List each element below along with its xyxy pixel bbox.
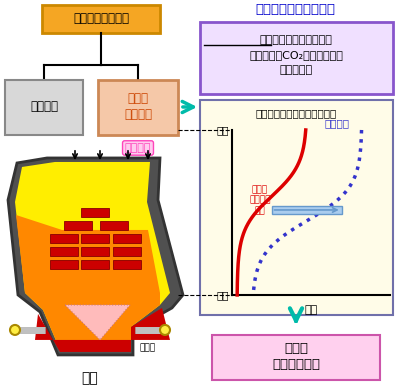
Text: 微粉炭: 微粉炭 [140, 343, 156, 353]
Bar [64, 221, 92, 230]
Text: コークスとCO₂との反応が低: コークスとCO₂との反応が低 [249, 50, 343, 60]
Bar [50, 260, 78, 269]
Bar [212, 335, 380, 380]
Text: 高反応性: 高反応性 [125, 143, 151, 153]
Text: 鉄鉱石（焼結鉱）: 鉄鉱石（焼結鉱） [73, 12, 129, 26]
Bar [81, 247, 109, 256]
Polygon shape [65, 305, 130, 340]
Text: 羽口: 羽口 [217, 290, 229, 300]
Bar [100, 221, 128, 230]
Text: 焼結鉱還元反応温度の低温化: 焼結鉱還元反応温度の低温化 [255, 108, 337, 118]
Circle shape [160, 325, 170, 335]
Bar [81, 234, 109, 243]
Bar [200, 100, 393, 315]
Text: 炉頂: 炉頂 [217, 125, 229, 135]
Bar [5, 80, 83, 135]
Bar [200, 22, 393, 94]
Text: 高炉の
還元材比低減: 高炉の 還元材比低減 [272, 342, 320, 372]
Bar [42, 5, 160, 33]
Text: 温度: 温度 [304, 305, 318, 315]
Bar [113, 260, 141, 269]
Text: フェロコークスの役割: フェロコークスの役割 [255, 3, 335, 16]
Circle shape [10, 325, 20, 335]
Text: フェロ
コークス: フェロ コークス [124, 92, 152, 122]
Bar [50, 234, 78, 243]
Text: 金属鉄の触媒効果により: 金属鉄の触媒効果により [260, 35, 332, 45]
Text: コークス: コークス [30, 101, 58, 113]
Polygon shape [16, 215, 160, 350]
Text: 従来操業: 従来操業 [324, 118, 350, 128]
Bar [113, 247, 141, 256]
Bar [272, 206, 342, 214]
Text: 高炉: 高炉 [82, 371, 99, 385]
Polygon shape [35, 308, 170, 352]
Polygon shape [8, 158, 183, 355]
Bar [98, 80, 178, 135]
Text: 温から促進: 温から促進 [279, 65, 312, 75]
Bar [81, 260, 109, 269]
Text: フェロ
コークス
使用: フェロ コークス 使用 [249, 185, 271, 215]
Bar [50, 247, 78, 256]
Polygon shape [15, 162, 170, 350]
Bar [113, 234, 141, 243]
Bar [81, 208, 109, 217]
